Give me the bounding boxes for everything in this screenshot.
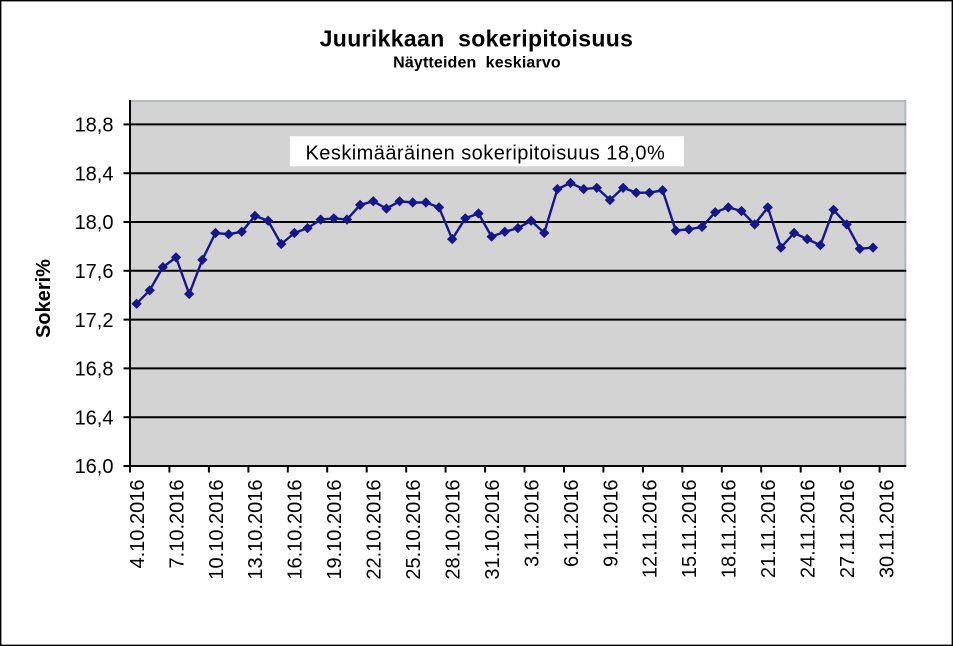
svg-text:30.11.2016: 30.11.2016 [876, 480, 898, 579]
svg-text:21.11.2016: 21.11.2016 [758, 480, 780, 579]
svg-text:28.10.2016: 28.10.2016 [443, 480, 465, 580]
svg-text:7.10.2016: 7.10.2016 [166, 480, 188, 569]
svg-text:16,8: 16,8 [75, 359, 114, 381]
svg-text:24.11.2016: 24.11.2016 [798, 480, 820, 579]
svg-text:25.10.2016: 25.10.2016 [403, 480, 425, 580]
svg-text:Juurikkaan sokeripitoisuus: Juurikkaan sokeripitoisuus [320, 26, 634, 52]
svg-text:13.10.2016: 13.10.2016 [245, 480, 267, 580]
svg-text:12.11.2016: 12.11.2016 [640, 480, 662, 579]
svg-text:16.10.2016: 16.10.2016 [285, 480, 307, 580]
svg-text:15.11.2016: 15.11.2016 [679, 480, 701, 579]
svg-text:9.11.2016: 9.11.2016 [600, 480, 622, 568]
svg-text:Näytteiden keskiarvo: Näytteiden keskiarvo [393, 54, 561, 71]
svg-text:6.11.2016: 6.11.2016 [561, 480, 583, 568]
svg-text:17,6: 17,6 [75, 261, 114, 283]
svg-text:18,0: 18,0 [75, 212, 114, 234]
svg-text:17,2: 17,2 [75, 310, 114, 332]
svg-text:27.11.2016: 27.11.2016 [837, 480, 859, 579]
svg-text:19.10.2016: 19.10.2016 [324, 480, 346, 580]
svg-text:Keskimääräinen sokeripitoisuus: Keskimääräinen sokeripitoisuus 18,0% [306, 142, 666, 164]
svg-text:22.10.2016: 22.10.2016 [364, 480, 386, 580]
svg-text:3.11.2016: 3.11.2016 [521, 480, 543, 568]
svg-text:16,0: 16,0 [75, 456, 114, 478]
svg-text:4.10.2016: 4.10.2016 [127, 480, 149, 569]
svg-text:16,4: 16,4 [75, 407, 114, 429]
svg-text:18,4: 18,4 [75, 163, 114, 185]
svg-text:10.10.2016: 10.10.2016 [206, 480, 228, 580]
svg-text:Sokeri%: Sokeri% [33, 259, 55, 338]
svg-text:31.10.2016: 31.10.2016 [482, 480, 504, 580]
svg-text:18,8: 18,8 [75, 115, 114, 137]
svg-text:18.11.2016: 18.11.2016 [719, 480, 741, 579]
